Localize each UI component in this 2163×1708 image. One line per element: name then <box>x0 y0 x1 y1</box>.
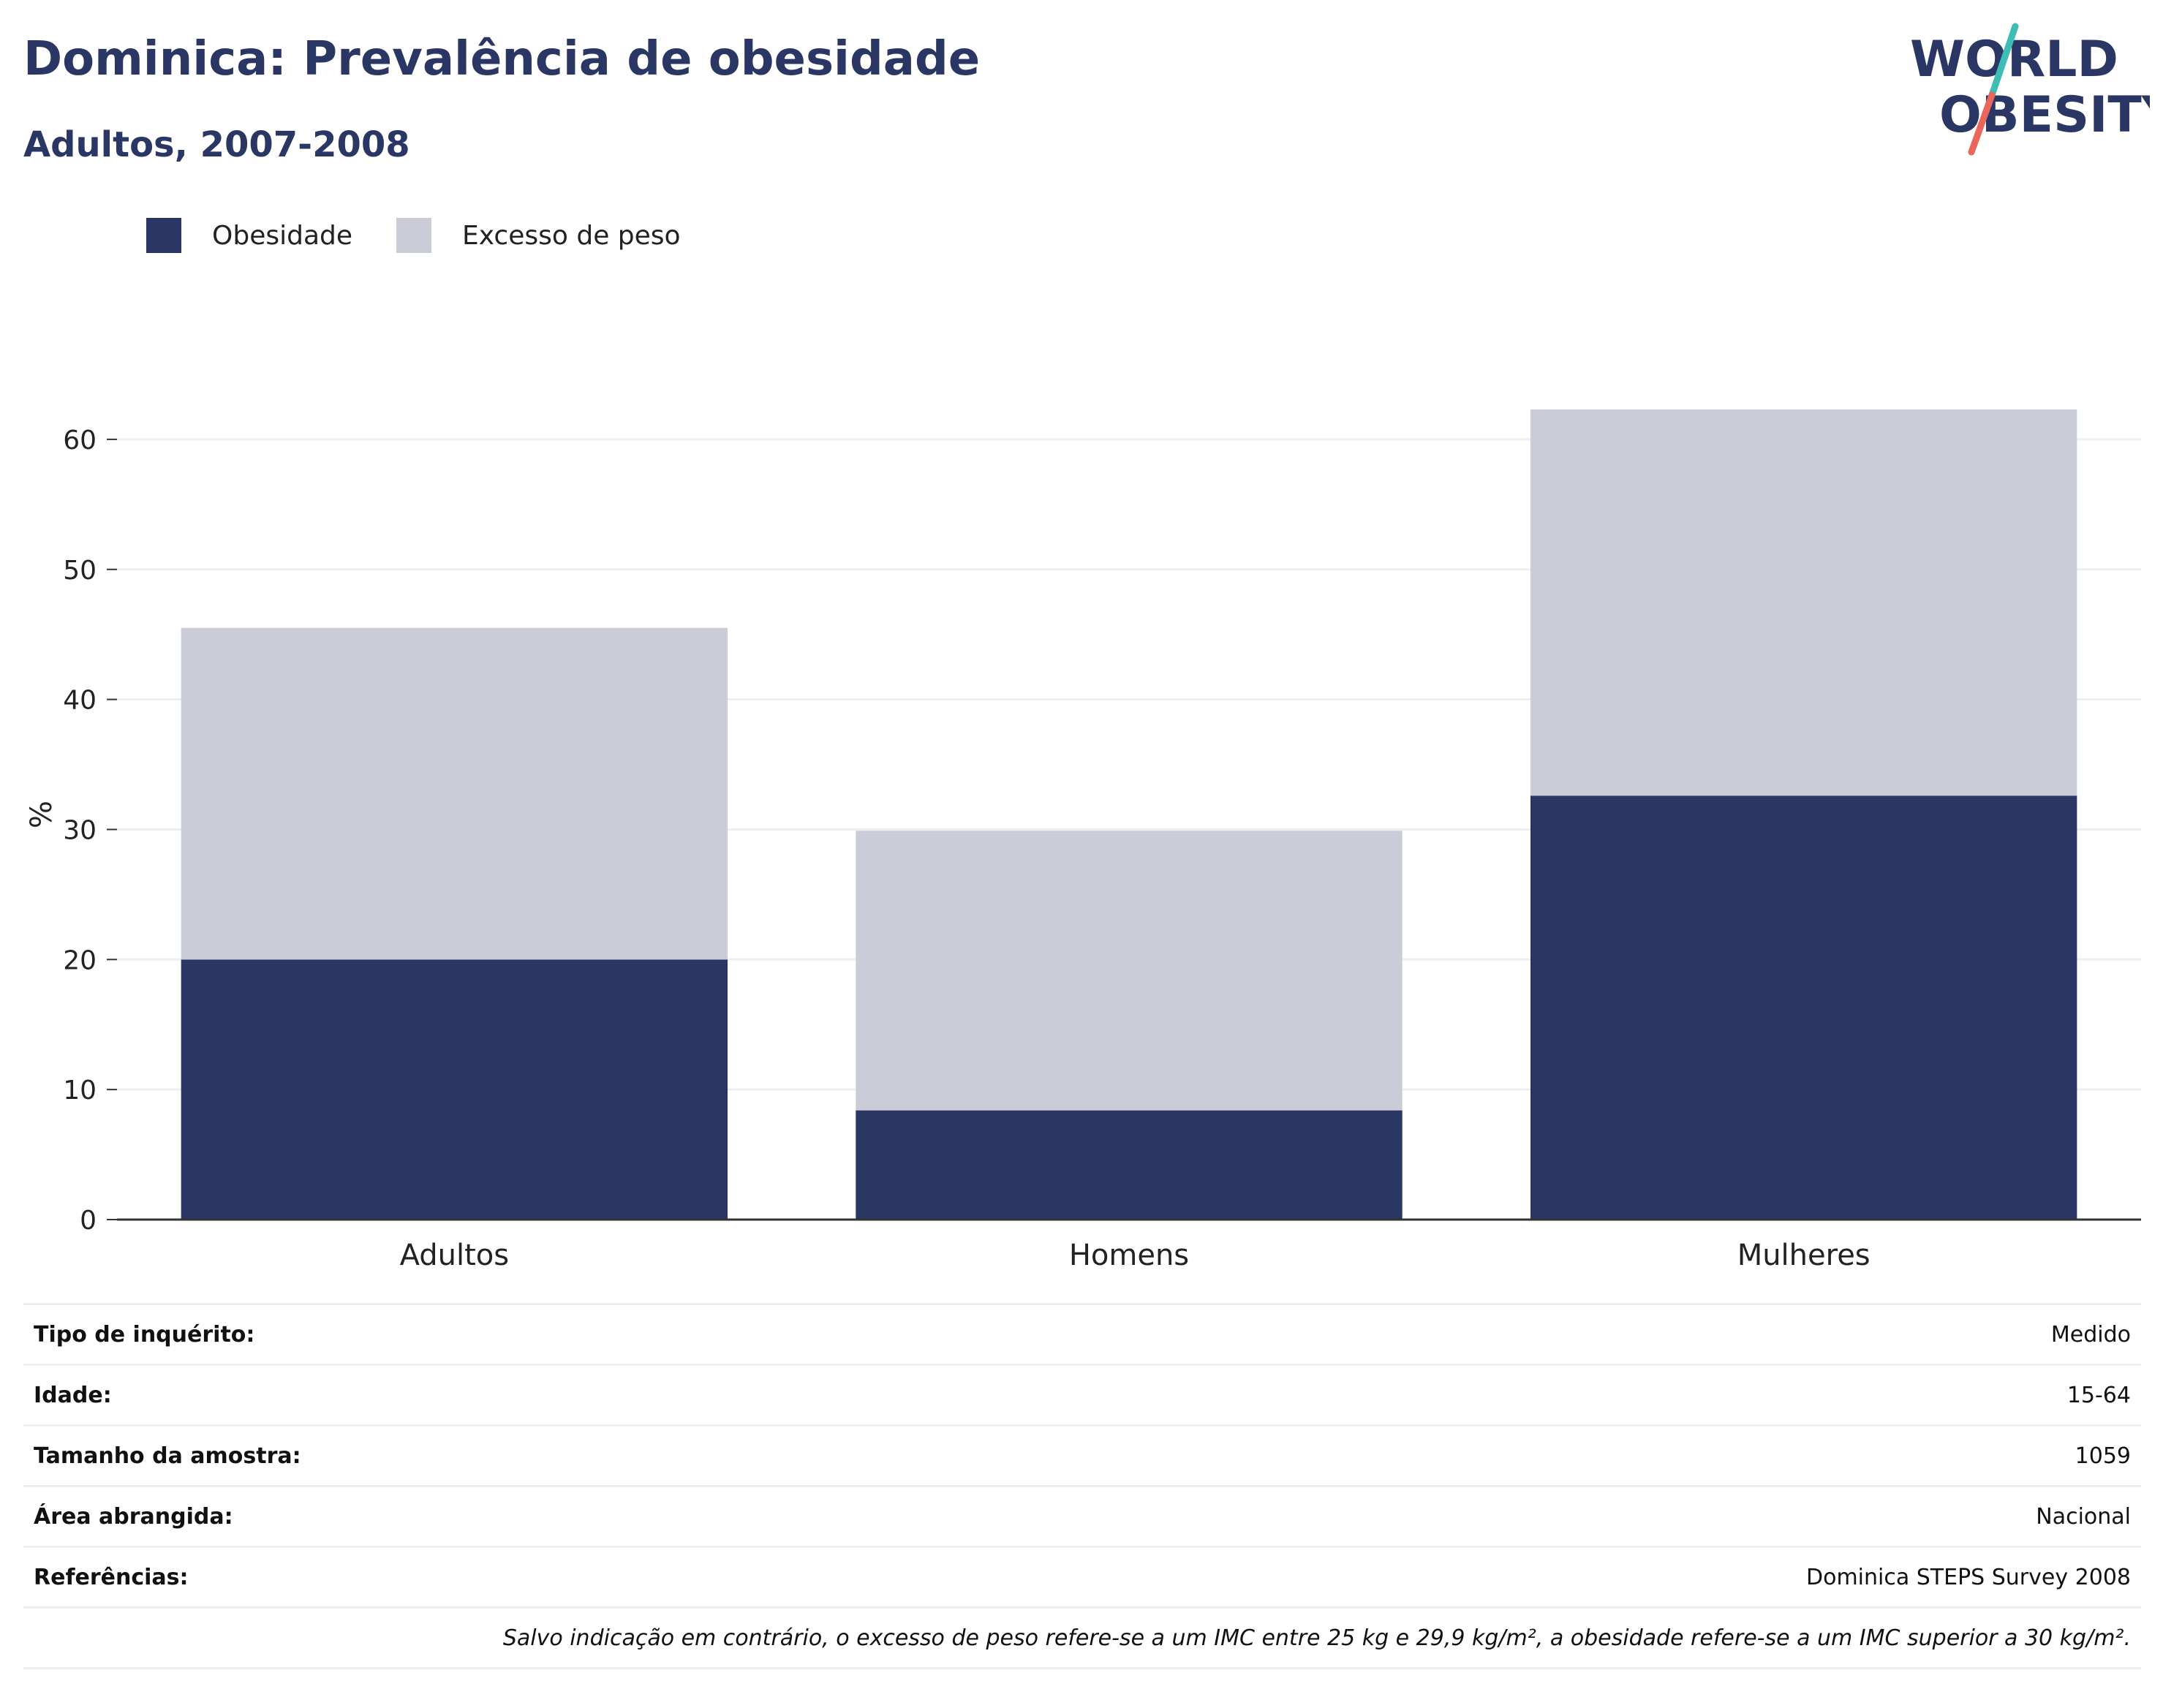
info-row-tipo: Tipo de inquérito: Medido <box>23 1303 2141 1365</box>
definition-note: Salvo indicação em contrário, o excesso … <box>23 1606 2141 1669</box>
info-value: Medido <box>986 1303 2141 1365</box>
x-tick-label: Homens <box>1069 1239 1189 1272</box>
stacked-bar-chart: 0 10 20 30 40 50 60% Adultos Homens Mulheres <box>25 409 2141 1272</box>
y-tick-label: 20 <box>63 945 97 975</box>
chart-subtitle: Adultos, 2007-2008 <box>23 124 410 165</box>
info-value: Nacional <box>986 1485 2141 1547</box>
info-row-amostra: Tamanho da amostra: 1059 <box>23 1424 2141 1486</box>
legend: Obesidade Excesso de peso <box>146 214 725 257</box>
info-value: 1059 <box>986 1424 2141 1486</box>
legend-item-excesso-de-peso[interactable]: Excesso de peso <box>396 218 681 253</box>
bar-excesso-de-peso-mulheres <box>1530 409 2077 796</box>
info-key: Referências: <box>23 1546 986 1608</box>
info-key: Tamanho da amostra: <box>23 1424 986 1486</box>
bar-obesidade-adultos <box>181 959 728 1220</box>
y-tick-label: 30 <box>63 815 97 845</box>
logo-slash-top <box>1988 23 2019 99</box>
info-key: Área abrangida: <box>23 1485 986 1547</box>
bar-excesso-de-peso-homens <box>856 831 1403 1111</box>
legend-item-obesidade[interactable]: Obesidade <box>146 218 352 253</box>
info-value: 15-64 <box>986 1364 2141 1426</box>
logo-slash-bottom <box>1968 91 1996 156</box>
x-tick-label: Adultos <box>400 1239 510 1272</box>
bar-obesidade-homens <box>856 1110 1403 1220</box>
legend-label-obesidade: Obesidade <box>212 220 353 251</box>
info-key: Idade: <box>23 1364 986 1426</box>
bar-excesso-de-peso-adultos <box>181 627 728 960</box>
info-key: Tipo de inquérito: <box>23 1303 986 1365</box>
info-value: Dominica STEPS Survey 2008 <box>986 1546 2141 1608</box>
y-axis-label: % <box>25 801 58 828</box>
legend-swatch-excesso-de-peso <box>396 218 432 253</box>
y-tick-label: 10 <box>63 1076 97 1106</box>
legend-label-excesso-de-peso: Excesso de peso <box>462 220 681 251</box>
y-tick-label: 0 <box>80 1206 97 1236</box>
x-tick-label: Mulheres <box>1737 1239 1871 1272</box>
y-tick-label: 50 <box>63 556 97 586</box>
world-obesity-logo: WORLD OBESITY <box>1910 23 2150 156</box>
info-row-area: Área abrangida: Nacional <box>23 1485 2141 1547</box>
legend-swatch-obesidade <box>146 218 181 253</box>
info-row-idade: Idade: 15-64 <box>23 1364 2141 1426</box>
info-row-referencias: Referências: Dominica STEPS Survey 2008 <box>23 1546 2141 1608</box>
y-tick-label: 40 <box>63 686 97 716</box>
bar-obesidade-mulheres <box>1530 796 2077 1220</box>
logo-word-world: WORLD <box>1910 31 2118 88</box>
y-tick-label: 60 <box>63 426 97 456</box>
survey-info-table: Tipo de inquérito: Medido Idade: 15-64 T… <box>23 1303 2141 1669</box>
info-row-note: Salvo indicação em contrário, o excesso … <box>23 1606 2141 1669</box>
chart-title: Dominica: Prevalência de obesidade <box>23 32 981 86</box>
